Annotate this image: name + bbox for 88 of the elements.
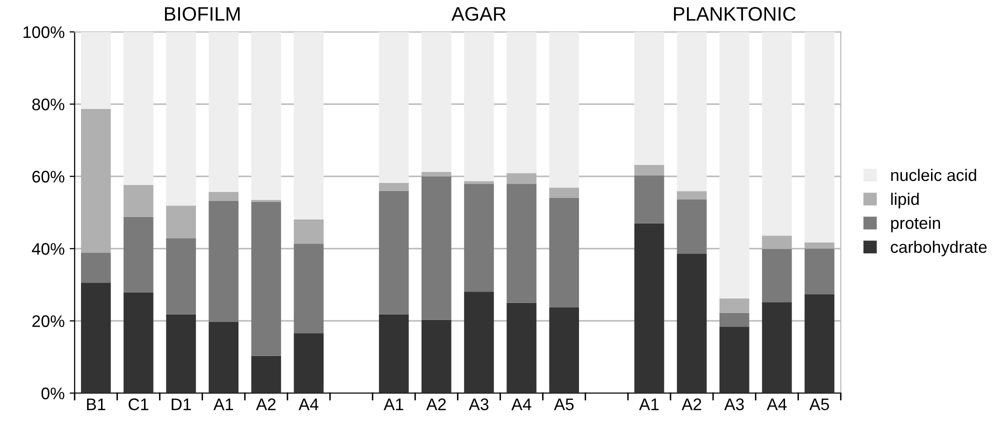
bar [464, 184, 494, 292]
x-tick-label: A1 [639, 398, 659, 410]
x-tick-label: A4 [511, 398, 532, 410]
bar [549, 198, 580, 308]
bar [81, 252, 111, 283]
bar [464, 32, 494, 182]
bar [166, 314, 196, 394]
bar [719, 32, 750, 298]
bar [676, 32, 707, 192]
bar [506, 302, 536, 394]
y-tick-label: 100% [24, 26, 64, 38]
bar [251, 356, 282, 394]
bar [762, 32, 792, 236]
x-tick-label: A1 [213, 398, 233, 410]
bar [506, 184, 536, 303]
bar [81, 32, 111, 109]
bar [294, 333, 324, 394]
bar [166, 32, 196, 206]
bar [676, 199, 707, 254]
legend-label: protein [891, 216, 940, 232]
x-tick-label: A2 [682, 398, 702, 410]
bar [251, 32, 282, 200]
x-tick-label: A4 [766, 398, 787, 410]
bar [719, 298, 750, 313]
x-tick-label: B1 [87, 398, 106, 410]
bar [422, 320, 452, 394]
bar [549, 32, 580, 188]
bar [294, 244, 324, 334]
bar [634, 164, 664, 176]
bar [81, 282, 111, 394]
text: AGAR [451, 7, 506, 21]
bar [804, 248, 834, 294]
bar [422, 176, 452, 320]
bar [634, 223, 664, 394]
x-tick-label: A4 [298, 398, 318, 410]
bar [378, 314, 409, 394]
legend-label: lipid [891, 192, 919, 208]
bar [124, 216, 154, 292]
bar [124, 292, 154, 394]
bar [676, 254, 707, 394]
bar [676, 191, 707, 200]
x-tick-label: A3 [468, 398, 488, 410]
bar [804, 32, 834, 242]
y-tick-label: 20% [32, 315, 64, 328]
bar [804, 294, 834, 394]
x-tick-label: A5 [554, 398, 574, 410]
bar [549, 308, 580, 394]
bar [294, 219, 324, 244]
x-tick-label: D1 [172, 398, 191, 410]
bar [506, 32, 536, 174]
bar [251, 202, 282, 356]
x-tick-label: A2 [256, 398, 276, 410]
bar [378, 190, 409, 314]
x-tick-label: A2 [426, 398, 446, 410]
bar [762, 248, 792, 302]
bar [762, 302, 792, 394]
bar [124, 32, 154, 186]
bar [719, 312, 750, 327]
bar [634, 175, 664, 224]
bar [208, 32, 238, 192]
y-tick-label: 0% [41, 388, 64, 400]
bar [294, 32, 324, 220]
x-tick-label: A3 [724, 398, 744, 410]
bar [378, 182, 409, 191]
bar [251, 200, 282, 202]
bar [124, 185, 154, 217]
bar [634, 32, 664, 165]
bar [422, 32, 452, 172]
y-tick-label: 80% [32, 98, 64, 110]
x-tick-label: A1 [384, 398, 404, 410]
bar [464, 181, 494, 184]
x-tick-label: C1 [128, 398, 148, 410]
bar [208, 192, 238, 201]
bar [378, 32, 409, 183]
bar [464, 292, 494, 394]
bar [549, 188, 580, 198]
bar [166, 238, 196, 314]
text: PLANKTONIC [674, 7, 796, 21]
text: BIOFILM [165, 7, 240, 21]
x-tick-label: A5 [809, 398, 829, 410]
legend-label: carbohydrate [890, 240, 987, 256]
y-tick-label: 40% [32, 243, 64, 255]
bar [208, 322, 238, 394]
legend-label: nucleic acid [891, 168, 976, 182]
y-tick-label: 60% [32, 170, 64, 183]
bar [719, 326, 750, 394]
bar [166, 206, 196, 238]
bar [208, 200, 238, 322]
